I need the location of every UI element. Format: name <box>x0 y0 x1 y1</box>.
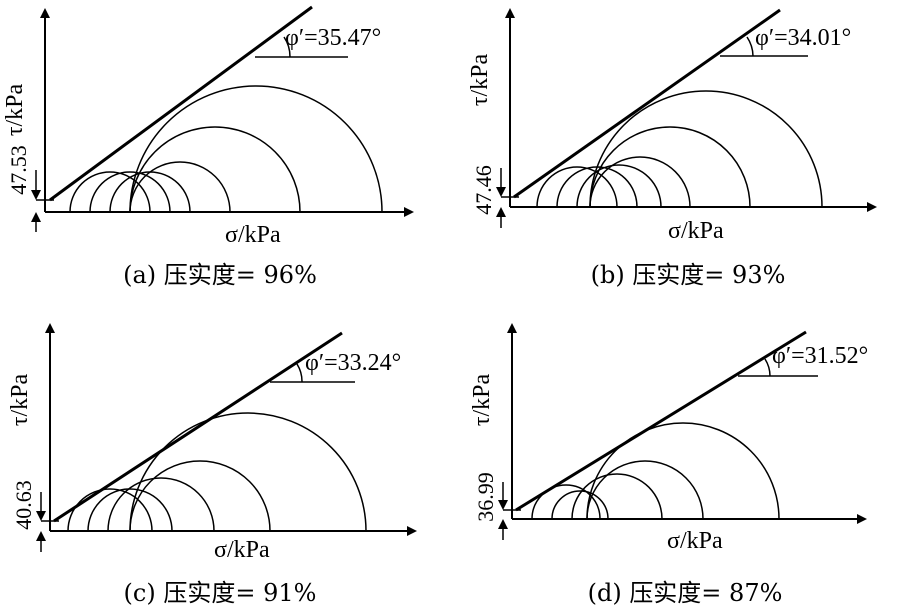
panel-caption: (c) 压实度= 91% <box>124 579 317 607</box>
mohr-circle-5 <box>129 412 367 532</box>
panel-caption: (d) 压实度= 87% <box>588 579 783 607</box>
cohesion-value: 40.63 <box>11 480 36 530</box>
mohr-circle-2 <box>89 171 171 213</box>
mohr-circle-2 <box>551 490 609 520</box>
panel-caption: (a) 压实度= 96% <box>123 261 317 289</box>
cohesion-value: 36.99 <box>473 472 498 522</box>
panel-caption: (b) 压实度= 93% <box>591 261 786 289</box>
panel-b <box>496 8 877 228</box>
failure-envelope <box>513 8 781 199</box>
angle-arc <box>296 363 303 383</box>
mohr-circle-4 <box>129 460 271 532</box>
mohr-circle-4 <box>586 460 704 520</box>
panel-a <box>31 5 414 232</box>
mohr-circle-1 <box>531 484 601 520</box>
mohr-circle-6 <box>129 85 383 213</box>
friction-angle-label: φ′=31.52° <box>772 343 868 369</box>
angle-arc <box>283 36 291 58</box>
tau-axis-label: τ/kPa <box>467 53 493 106</box>
mohr-circle-3 <box>571 473 663 520</box>
mohr-circle-5 <box>589 126 751 208</box>
failure-envelope <box>515 330 807 512</box>
mohr-circle-6 <box>587 423 779 519</box>
tau-axis-label: τ/kPa <box>469 373 495 426</box>
mohr-circle-3 <box>107 477 215 532</box>
friction-angle-label: φ′=34.01° <box>755 25 851 51</box>
tau-axis-label: τ/kPa <box>7 373 33 426</box>
mohr-circle-5 <box>586 422 780 520</box>
panel-d <box>498 323 867 540</box>
cohesion-value: 47.53 <box>6 145 31 195</box>
angle-arc <box>746 36 754 57</box>
mohr-circle-1 <box>69 171 151 213</box>
sigma-axis-label: σ/kPa <box>668 218 724 244</box>
angle-arc <box>764 358 771 377</box>
mohr-circle-2 <box>87 488 173 532</box>
mohr-circle-6 <box>589 90 823 208</box>
mohr-circle-1 <box>536 166 618 208</box>
friction-angle-label: φ′=33.24° <box>305 350 401 376</box>
sigma-axis-label: σ/kPa <box>214 537 270 563</box>
mohr-circle-1 <box>67 488 153 532</box>
mohr-circle-4 <box>589 156 691 208</box>
failure-envelope <box>53 331 343 523</box>
sigma-axis-label: σ/kPa <box>225 222 281 248</box>
mohr-circle-4 <box>129 161 231 213</box>
tau-axis-label: τ/kPa <box>2 83 28 136</box>
mohr-circle-6 <box>130 413 366 531</box>
sigma-axis-label: σ/kPa <box>667 528 723 554</box>
mohr-circle-5 <box>129 126 301 213</box>
friction-angle-label: φ′=35.47° <box>285 25 381 51</box>
panel-c <box>36 323 417 552</box>
mohr-circle-3 <box>576 164 662 208</box>
cohesion-value: 47.46 <box>471 165 496 215</box>
failure-envelope <box>49 5 313 202</box>
